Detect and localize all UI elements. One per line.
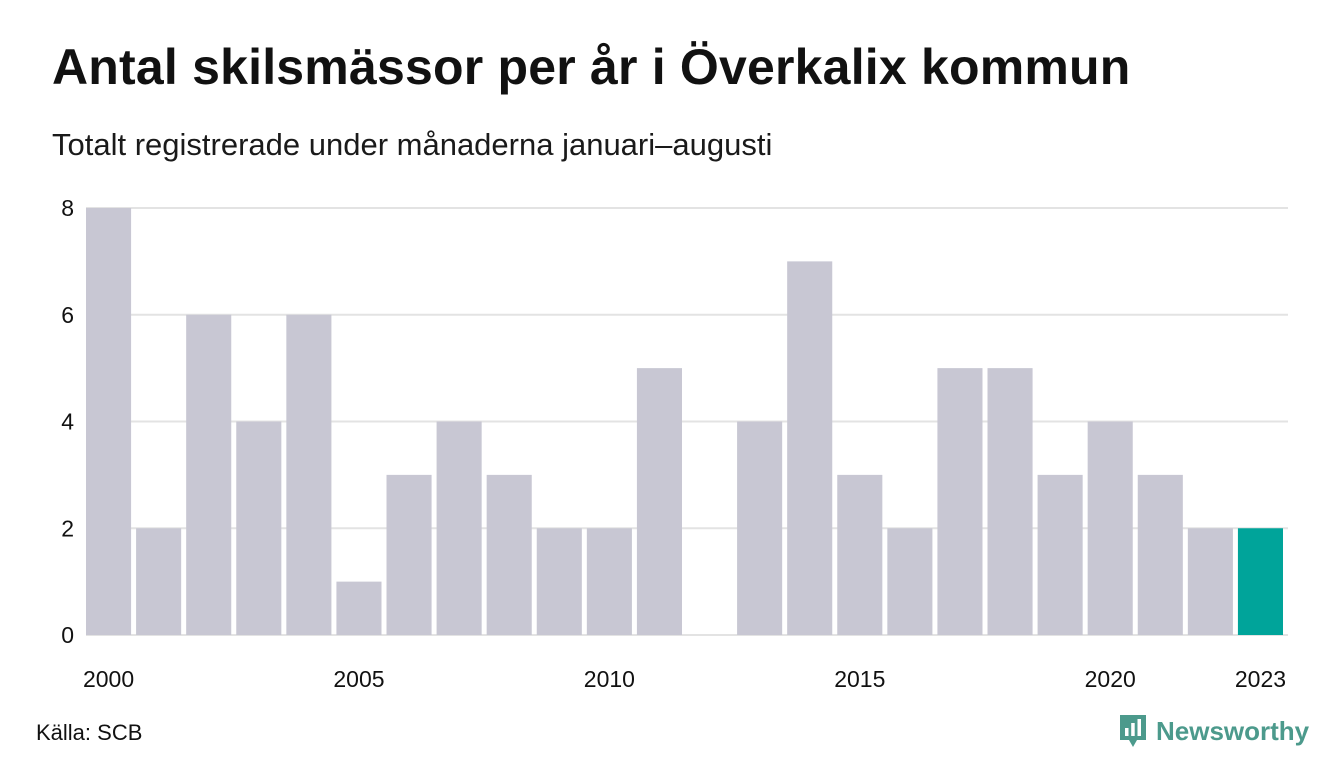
brand-name: Newsworthy: [1156, 715, 1310, 746]
bar-2017: [937, 368, 983, 635]
y-tick-label-2: 2: [61, 515, 74, 541]
bar-2015: [837, 474, 883, 635]
x-tick-label-2000: 2000: [83, 666, 134, 692]
bar-2014: [787, 261, 833, 635]
bar-2008: [486, 474, 532, 635]
chart-subtitle: Totalt registrerade under månaderna janu…: [52, 127, 773, 162]
bar-2023: [1237, 528, 1283, 635]
bar-2013: [737, 421, 783, 635]
bar-2003: [236, 421, 282, 635]
bar-2000: [86, 208, 132, 635]
y-tick-label-0: 0: [61, 622, 74, 648]
x-tick-label-2023: 2023: [1235, 666, 1286, 692]
bar-2010: [586, 528, 632, 635]
bar-2006: [386, 474, 432, 635]
bar-2005: [336, 581, 382, 635]
brand-logo: Newsworthy: [1118, 713, 1309, 749]
bar-2022: [1187, 528, 1233, 635]
bar-2019: [1037, 474, 1083, 635]
bar-2021: [1137, 474, 1183, 635]
bar-2020: [1087, 421, 1133, 635]
bar-2011: [636, 368, 682, 635]
bars: [86, 208, 1283, 635]
chart-title: Antal skilsmässor per år i Överkalix kom…: [52, 39, 1131, 95]
x-tick-label-2005: 2005: [333, 666, 384, 692]
x-tick-labels: 2000 2005 2010 2015 2020 2023: [83, 666, 1286, 692]
bar-2001: [136, 528, 182, 635]
bar-2002: [186, 314, 232, 635]
bar-2004: [286, 314, 332, 635]
y-tick-labels: 0 2 4 6 8: [61, 195, 74, 648]
x-tick-label-2020: 2020: [1085, 666, 1136, 692]
newsworthy-logo-icon: [1120, 715, 1146, 747]
y-tick-label-6: 6: [61, 302, 74, 328]
source-note: Källa: SCB: [36, 720, 143, 745]
bar-2007: [436, 421, 482, 635]
bar-2018: [987, 368, 1033, 635]
bar-2016: [887, 528, 933, 635]
bar-2009: [536, 528, 582, 635]
bar-chart: 0 2 4 6 8 2000 2005 2010 2015 2020 2023: [61, 195, 1288, 692]
x-tick-label-2015: 2015: [834, 666, 885, 692]
y-tick-label-8: 8: [61, 195, 74, 221]
x-tick-label-2010: 2010: [584, 666, 635, 692]
y-tick-label-4: 4: [61, 409, 74, 435]
